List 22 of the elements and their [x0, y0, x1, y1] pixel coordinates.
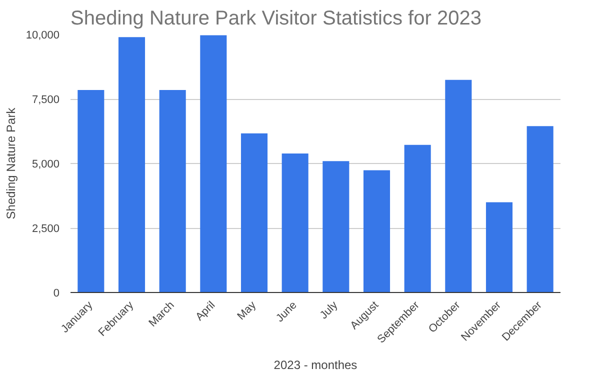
x-tick-label: May	[235, 298, 259, 322]
bar	[404, 144, 431, 292]
y-tick-label: 0	[53, 288, 60, 300]
y-tick-label: 7,500	[32, 94, 60, 106]
x-axis-title: 2023 - monthes	[274, 358, 358, 372]
y-tick-label: 2,500	[32, 223, 60, 235]
bar	[363, 170, 390, 292]
bar	[118, 37, 146, 292]
y-axis-title: Sheding Nature Park	[4, 106, 18, 220]
bar	[282, 153, 308, 292]
bar	[78, 90, 104, 292]
x-tick-label: July	[318, 298, 341, 322]
chart-title: Sheding Nature Park Visitor Statistics for 2023	[70, 8, 482, 30]
bar	[200, 35, 227, 292]
bar	[486, 202, 513, 292]
bar	[445, 80, 472, 292]
bar	[240, 133, 268, 292]
bar	[322, 161, 350, 292]
y-tick-label: 5,000	[32, 158, 60, 170]
y-tick-label: 10,000	[26, 30, 60, 42]
bar	[159, 90, 186, 292]
bar	[526, 126, 554, 292]
